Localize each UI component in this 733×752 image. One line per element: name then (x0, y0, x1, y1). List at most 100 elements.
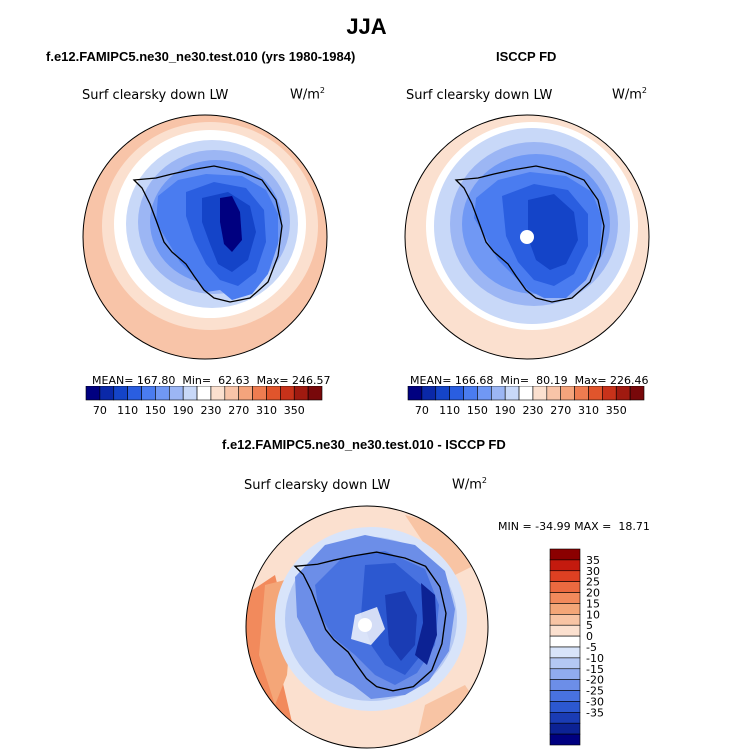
colorbar-box (518, 386, 534, 401)
colorbar-tick-label: 20 (586, 587, 600, 600)
colorbar-box (224, 386, 240, 401)
colorbar-box (549, 603, 581, 615)
panel-1-coastline (132, 165, 283, 303)
colorbar-tick-label: -35 (586, 706, 604, 719)
colorbar-box (293, 386, 309, 401)
colorbar-box (210, 386, 226, 401)
panel-1-map-border (82, 114, 328, 360)
panel-1-title: f.e12.FAMIPC5.ne30_ne30.test.010 (yrs 19… (46, 49, 356, 64)
colorbar-box (266, 386, 281, 401)
colorbar-tick-label: -30 (586, 695, 604, 708)
panel-1-colorbar-labels: 70 110 150 190 230 270 310 350 (93, 404, 305, 416)
colorbar-box (549, 701, 581, 713)
colorbar-box (127, 386, 142, 401)
colorbar-box (549, 722, 581, 735)
page-title: JJA (346, 14, 387, 39)
colorbar-box (407, 386, 423, 401)
colorbar-box (549, 592, 581, 604)
colorbar-box (532, 386, 548, 401)
colorbar-tick-label: 350 (284, 404, 305, 416)
panel-1-units-label: W/m2 (290, 86, 325, 103)
panel-3-field-warm-north (405, 515, 475, 575)
colorbar-box (182, 386, 198, 401)
colorbar-box (421, 386, 437, 401)
colorbar-box (588, 386, 603, 401)
panel-1-stats: MEAN= 167.80 Min= 62.63 Max= 246.57 (92, 374, 331, 387)
panel-3-stats: MIN = -34.99 MAX = 18.71 (498, 520, 650, 533)
colorbar-tick-label: 230 (200, 404, 221, 416)
colorbar-tick-label: 270 (228, 404, 249, 416)
colorbar-tick-label: 350 (606, 404, 627, 416)
colorbar-box (463, 386, 478, 401)
colorbar-box (85, 386, 101, 401)
colorbar-box (549, 624, 581, 637)
panel-1-field-core (220, 196, 242, 252)
colorbar-box (602, 386, 617, 401)
panel-2-pole-missing-data (520, 230, 534, 244)
colorbar-box (549, 614, 581, 626)
colorbar-box (549, 733, 581, 746)
colorbar-tick-label: 70 (415, 404, 429, 416)
colorbar-box (307, 386, 323, 401)
panel-2-colorbar: 70 110 150 190 230 270 310 350 (407, 386, 645, 416)
panel-3-pole-missing-data (358, 618, 372, 632)
colorbar-tick-label: 10 (586, 608, 600, 621)
colorbar-box (252, 386, 267, 401)
colorbar-tick-label: 5 (586, 619, 593, 632)
panel-3-coastline (293, 551, 447, 692)
colorbar-box (113, 386, 128, 401)
panel-2-coastline (454, 165, 605, 303)
colorbar-box (615, 386, 631, 401)
colorbar-box (549, 712, 581, 724)
colorbar-tick-label: 110 (117, 404, 138, 416)
panel-3-polar-map (245, 505, 489, 749)
colorbar-box (546, 386, 562, 401)
colorbar-tick-label: 270 (550, 404, 571, 416)
colorbar-box (504, 386, 520, 401)
colorbar-box (549, 668, 581, 680)
colorbar-box (168, 386, 184, 401)
colorbar-box (238, 386, 253, 401)
colorbar-box (549, 581, 581, 593)
colorbar-box (560, 386, 575, 401)
colorbar-tick-label: 35 (586, 554, 600, 567)
panel-3-field-band-7 (415, 583, 437, 665)
colorbar-tick-label: 310 (578, 404, 599, 416)
colorbar-tick-label: 310 (256, 404, 277, 416)
panel-1-colorbar: 70 110 150 190 230 270 310 350 (85, 386, 323, 416)
colorbar-tick-label: 25 (586, 576, 600, 589)
colorbar-box (435, 386, 450, 401)
panel-2-colorbar-boxes (407, 386, 645, 401)
panel-3-units-label: W/m2 (452, 476, 487, 493)
colorbar-tick-label: 150 (467, 404, 488, 416)
colorbar-tick-label: 150 (145, 404, 166, 416)
panel-2-colorbar-labels: 70 110 150 190 230 270 310 350 (415, 404, 627, 416)
colorbar-tick-label: -15 (586, 663, 604, 676)
colorbar-box (549, 559, 581, 572)
panel-3-colorbar-boxes (549, 548, 581, 746)
colorbar-tick-label: -10 (586, 652, 604, 665)
colorbar-box (629, 386, 645, 401)
colorbar-tick-label: -25 (586, 685, 604, 698)
panel-2-map-border (404, 114, 650, 360)
colorbar-box (549, 646, 581, 659)
panel-2-stats: MEAN= 166.68 Min= 80.19 Max= 226.46 (410, 374, 649, 387)
panel-2-field-core (528, 194, 578, 270)
colorbar-box (141, 386, 156, 401)
colorbar-box (280, 386, 295, 401)
colorbar-tick-label: 0 (586, 630, 593, 643)
panel-1-colorbar-boxes (85, 386, 323, 401)
panel-2-polar-map (404, 114, 650, 360)
colorbar-box (574, 386, 589, 401)
panel-2-units-label: W/m2 (612, 86, 647, 103)
panel-1-polar-map (82, 114, 328, 360)
colorbar-tick-label: 15 (586, 597, 600, 610)
colorbar-box (549, 635, 581, 648)
colorbar-tick-label: 70 (93, 404, 107, 416)
colorbar-box (549, 570, 581, 582)
colorbar-box (449, 386, 464, 401)
colorbar-tick-label: 30 (586, 565, 600, 578)
colorbar-tick-label: -20 (586, 674, 604, 687)
